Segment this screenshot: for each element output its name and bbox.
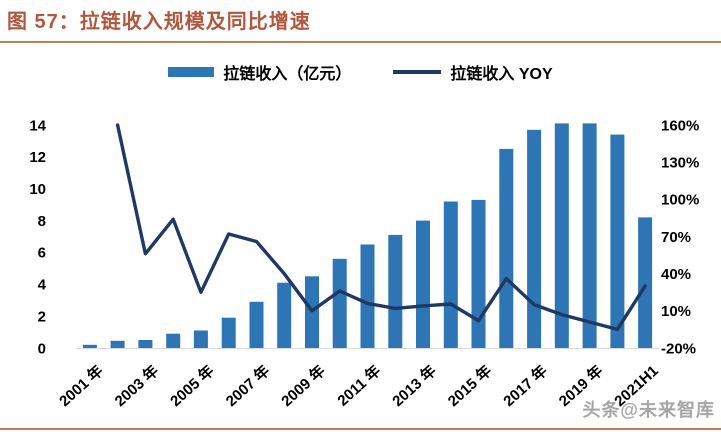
left-axis-tick-label: 0 xyxy=(38,340,46,357)
right-axis-tick-label: 70% xyxy=(661,229,691,246)
bar xyxy=(110,340,125,348)
right-axis-tick-label: 130% xyxy=(661,154,699,171)
legend-label-revenue: 拉链收入（亿元） xyxy=(223,66,352,83)
bar xyxy=(638,217,653,348)
bar xyxy=(443,201,458,348)
bar xyxy=(138,340,153,348)
bar xyxy=(82,344,97,348)
line-series-swatch-icon xyxy=(393,70,442,74)
legend-label-yoy: 拉链收入 YOY xyxy=(450,66,553,83)
bar xyxy=(471,199,486,348)
left-axis-tick-label: 14 xyxy=(29,117,46,134)
bar xyxy=(193,330,208,348)
watermark: 头条@未来智库 xyxy=(582,400,715,420)
bar xyxy=(527,129,542,348)
bar xyxy=(610,134,625,348)
bar xyxy=(249,301,264,348)
x-axis-tick-label: 2015 年 xyxy=(444,362,495,411)
left-axis-tick-label: 4 xyxy=(38,277,47,294)
bar xyxy=(388,234,403,348)
left-axis-tick-label: 10 xyxy=(29,181,46,198)
bar xyxy=(277,282,292,348)
x-axis-tick-label: 2013 年 xyxy=(389,362,440,411)
bar xyxy=(416,220,430,348)
yoy-line xyxy=(115,123,647,332)
left-axis-tick-label: 12 xyxy=(29,149,46,166)
title-underline xyxy=(0,41,721,43)
bar xyxy=(221,317,236,348)
x-axis-tick-label: 2007 年 xyxy=(222,362,273,411)
left-axis-tick-label: 6 xyxy=(38,245,46,262)
figure-title: 图 57：拉链收入规模及同比增速 xyxy=(7,11,311,33)
left-axis-tick-label: 2 xyxy=(38,308,46,325)
bar xyxy=(499,148,514,348)
bar xyxy=(582,123,597,349)
right-axis-tick-label: 40% xyxy=(661,266,691,283)
x-axis-tick-label: 2001 年 xyxy=(55,362,106,411)
right-axis-tick-label: 10% xyxy=(661,303,691,320)
left-axis-tick-label: 8 xyxy=(38,213,46,230)
legend-item-yoy: 拉链收入 YOY xyxy=(393,60,553,84)
x-axis-tick-label: 2005 年 xyxy=(166,362,217,411)
x-axis-tick-label: 2011 年 xyxy=(334,362,384,410)
right-axis-tick-label: -20% xyxy=(661,340,696,357)
legend-item-revenue: 拉链收入（亿元） xyxy=(168,60,351,84)
right-axis-tick-label: 160% xyxy=(661,117,699,134)
bar xyxy=(360,244,375,348)
x-axis-tick-label: 2017 年 xyxy=(500,362,551,411)
bar xyxy=(332,258,347,348)
chart-legend: 拉链收入（亿元） 拉链收入 YOY xyxy=(0,60,721,84)
bottom-rule xyxy=(0,428,721,430)
bar xyxy=(166,333,181,348)
bar xyxy=(554,123,569,349)
bar-series-swatch-icon xyxy=(168,67,215,77)
x-axis-tick-label: 2003 年 xyxy=(111,362,162,411)
x-axis-tick-label: 2009 年 xyxy=(278,362,329,411)
right-axis-tick-label: 100% xyxy=(661,192,699,209)
